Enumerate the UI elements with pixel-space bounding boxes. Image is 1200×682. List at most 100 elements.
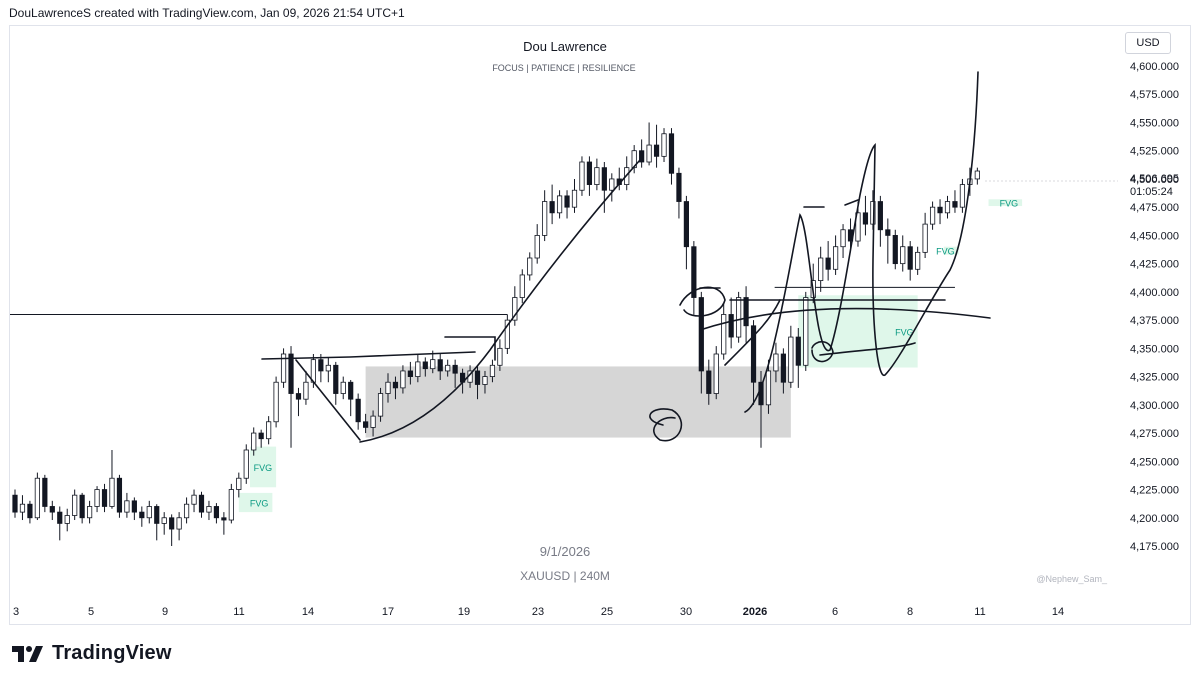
candle [929, 201, 936, 230]
candle [952, 190, 958, 213]
candle-body [191, 494, 197, 505]
candle [542, 190, 548, 242]
time-tick-label: 14 [302, 606, 314, 618]
price-tick-label: 4,575.000 [1130, 89, 1179, 101]
candle [765, 359, 772, 414]
candle-body [862, 212, 869, 225]
candle-body [12, 494, 18, 513]
candle [676, 167, 682, 219]
candle [512, 286, 518, 326]
candle [146, 500, 152, 524]
candle [594, 158, 600, 191]
time-tick-label: 9 [162, 606, 168, 618]
candle-body [653, 144, 660, 157]
candle [49, 500, 55, 521]
time-tick-label: 19 [458, 606, 470, 618]
time-tick-label: 17 [382, 606, 394, 618]
candle-body [400, 370, 406, 389]
candle-body [743, 297, 749, 327]
freehand-drawing [679, 286, 726, 317]
candle-body [877, 201, 883, 231]
time-tick-label: 25 [601, 606, 613, 618]
candle-body [512, 297, 518, 321]
candle [288, 346, 294, 448]
candle [489, 359, 496, 383]
currency-button[interactable]: USD [1125, 32, 1171, 54]
candle-body [303, 381, 309, 400]
candle [176, 512, 182, 541]
candle [295, 387, 302, 417]
candle [452, 359, 458, 388]
candle-body [668, 133, 675, 174]
candle-body [243, 449, 249, 479]
candle [788, 325, 794, 388]
candle-body [87, 506, 93, 519]
axis-layer: 4,600.000 4,575.000 4,550.000 4,525.000 4,50… [13, 61, 1179, 618]
candle [273, 376, 279, 428]
candle [653, 124, 660, 168]
candle-body [437, 359, 443, 372]
candle-body [504, 319, 510, 349]
candle-body [974, 170, 980, 180]
freehand-drawing [444, 336, 496, 361]
candle [795, 328, 801, 388]
candle [773, 342, 779, 383]
freehand-drawing [724, 299, 781, 366]
candle [243, 444, 249, 484]
candle-body [825, 257, 831, 270]
candle [258, 429, 264, 448]
candle [169, 514, 175, 546]
candle [586, 156, 593, 196]
candle-body [750, 325, 757, 383]
candle-body [392, 381, 399, 389]
time-tick-label: 11 [233, 606, 244, 618]
candle-body [213, 506, 220, 519]
candle-countdown: 01:05:24 [1130, 186, 1173, 198]
candle-body [788, 336, 794, 383]
chart-frame[interactable] [9, 25, 1191, 625]
brand-name: TradingView [52, 642, 172, 664]
candle-body [34, 477, 40, 519]
chart-subtitle: FOCUS | PATIENCE | RESILIENCE [492, 63, 635, 73]
candle-body [139, 511, 145, 519]
fvg-label: FVG [254, 463, 273, 473]
candle-body [236, 477, 242, 490]
candle [94, 486, 100, 513]
candle [877, 195, 883, 247]
candle-body [773, 353, 779, 372]
candle-body [288, 353, 294, 394]
candle-body [385, 381, 391, 394]
candle [325, 357, 331, 383]
freehand-drawing [803, 199, 859, 208]
candle [885, 218, 891, 264]
candle-body [907, 246, 913, 270]
candle-body [959, 184, 966, 208]
candle [213, 503, 220, 524]
candle [139, 506, 145, 527]
candle-body [840, 229, 846, 248]
time-tick-label: 14 [1052, 606, 1064, 618]
price-tick-label: 4,325.000 [1130, 372, 1179, 384]
candle [154, 504, 160, 541]
candle [833, 235, 839, 275]
freehand-drawing [261, 351, 476, 360]
candle-body [154, 506, 160, 524]
candle-body [571, 189, 578, 208]
candle [601, 162, 607, 213]
candle [236, 472, 242, 498]
candle-body [49, 506, 55, 513]
candle-body [273, 381, 279, 423]
candle [915, 246, 921, 275]
candle-body [72, 494, 78, 516]
candle-body [489, 364, 496, 377]
candle-body [370, 415, 376, 428]
candle [907, 241, 913, 281]
candle-body [161, 517, 167, 524]
candle-body [251, 432, 257, 451]
candle [437, 354, 443, 380]
candle-body [564, 195, 570, 208]
freehand-drawing [744, 71, 979, 413]
price-tick-label: 4,550.000 [1130, 117, 1179, 129]
time-tick-label: 6 [832, 606, 838, 618]
